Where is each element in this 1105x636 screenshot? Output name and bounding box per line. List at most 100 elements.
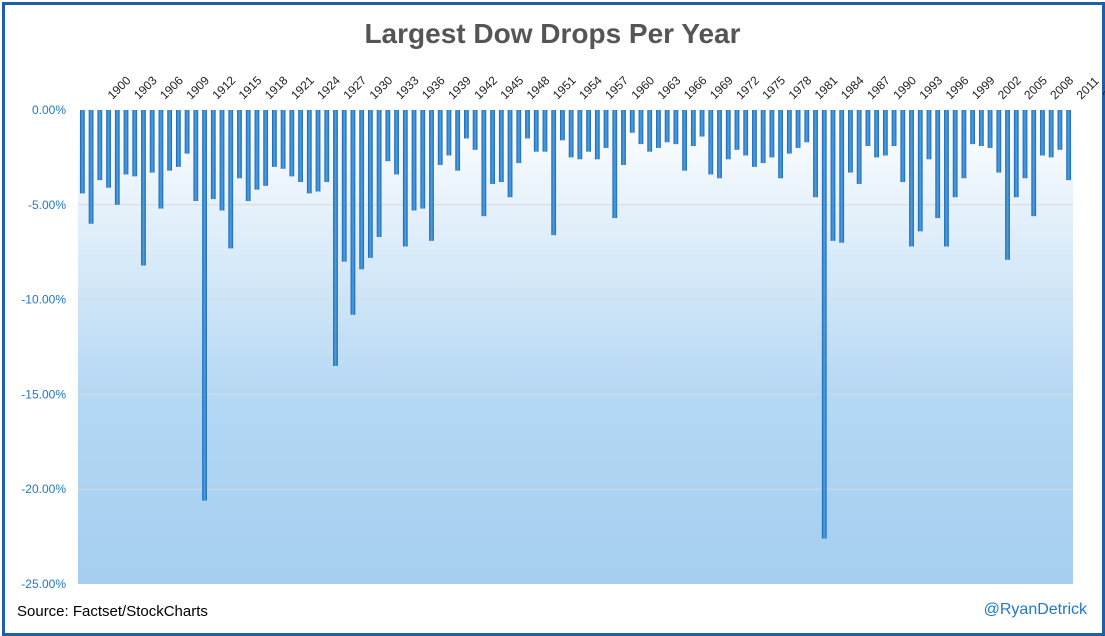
bar — [743, 110, 749, 156]
bar — [760, 110, 766, 164]
x-tick-label: 1954 — [576, 73, 605, 102]
bar — [245, 110, 251, 202]
bar — [944, 110, 949, 247]
bar — [490, 110, 495, 184]
bar — [420, 110, 426, 209]
bar — [778, 110, 784, 179]
bar — [228, 110, 234, 249]
bar — [891, 110, 897, 147]
bar — [900, 110, 906, 183]
bar — [560, 110, 565, 141]
bar — [1031, 110, 1037, 217]
bar — [542, 110, 548, 152]
author-handle: @RyanDetrick — [983, 601, 1087, 618]
x-tick-label: 1903 — [131, 73, 160, 102]
bar — [1048, 110, 1054, 158]
bar — [429, 110, 434, 241]
bar — [568, 110, 574, 158]
bar — [1040, 110, 1045, 156]
bar — [769, 110, 775, 158]
x-tick-label: 2005 — [1021, 73, 1050, 102]
bar — [149, 110, 155, 173]
bar — [394, 110, 399, 175]
bar — [848, 110, 853, 173]
bar — [725, 110, 731, 160]
bar — [577, 110, 583, 160]
bar — [263, 110, 269, 186]
bar — [821, 110, 827, 539]
y-tick-label: -5.00% — [28, 198, 66, 212]
chart-title: Largest Dow Drops Per Year — [364, 18, 741, 49]
bar — [1013, 110, 1019, 198]
bar — [795, 110, 801, 148]
bar — [830, 110, 836, 241]
bar — [856, 110, 862, 184]
bar — [219, 110, 225, 211]
bar — [481, 110, 487, 217]
bar — [594, 110, 600, 160]
y-tick-label: 0.00% — [32, 103, 66, 117]
x-tick-label: 1966 — [681, 73, 710, 102]
bar — [638, 110, 644, 145]
bar — [978, 110, 984, 147]
x-tick-label: 1963 — [655, 73, 684, 102]
bar — [106, 110, 111, 188]
x-tick-label: 1936 — [419, 73, 448, 102]
bar — [298, 110, 303, 183]
bar — [88, 110, 94, 224]
bar — [437, 110, 443, 165]
bar — [917, 110, 923, 232]
bar — [734, 110, 740, 150]
bar — [586, 110, 591, 152]
bar — [551, 110, 557, 236]
bar — [1066, 110, 1072, 181]
bar — [865, 110, 871, 147]
x-tick-label: 1930 — [367, 73, 396, 102]
bar — [402, 110, 408, 247]
bar — [603, 110, 609, 148]
bar — [498, 110, 504, 183]
bar — [952, 110, 958, 198]
bar — [804, 110, 810, 143]
bar — [682, 110, 687, 171]
bar — [909, 110, 914, 247]
bar — [464, 110, 469, 139]
y-tick-label: -15.00% — [21, 387, 66, 401]
bar — [79, 110, 85, 194]
x-tick-label: 2011 — [1074, 74, 1102, 102]
x-tick-label: 1906 — [157, 73, 186, 102]
bar — [996, 110, 1002, 173]
bar — [141, 110, 146, 266]
bar — [699, 110, 705, 137]
bar — [123, 110, 129, 175]
x-tick-label: 1999 — [969, 73, 998, 102]
plot-area — [78, 110, 1073, 584]
x-tick-label: 1993 — [916, 73, 945, 102]
x-tick-label: 1918 — [262, 73, 291, 102]
x-tick-label: 1987 — [864, 73, 893, 102]
y-tick-label: -25.00% — [21, 577, 66, 591]
bar — [184, 110, 190, 154]
bar — [673, 110, 679, 145]
bar — [621, 110, 626, 165]
x-tick-label: 2014 — [1100, 73, 1105, 102]
bar — [882, 110, 888, 156]
x-tick-label: 1984 — [838, 73, 867, 102]
bar — [472, 110, 478, 150]
bar — [1005, 110, 1010, 260]
bar — [385, 110, 391, 162]
bar — [507, 110, 513, 198]
bar — [97, 110, 103, 181]
bar — [690, 110, 696, 147]
bar — [315, 110, 321, 192]
x-tick-label: 1957 — [602, 73, 631, 102]
bar — [167, 110, 173, 171]
x-tick-label: 1942 — [471, 73, 500, 102]
y-tick-label: -10.00% — [21, 293, 66, 307]
bar — [132, 110, 138, 177]
x-tick-label: 1960 — [628, 73, 657, 102]
x-tick-label: 1915 — [236, 73, 265, 102]
x-tick-label: 1951 — [550, 73, 579, 102]
bar — [813, 110, 818, 198]
